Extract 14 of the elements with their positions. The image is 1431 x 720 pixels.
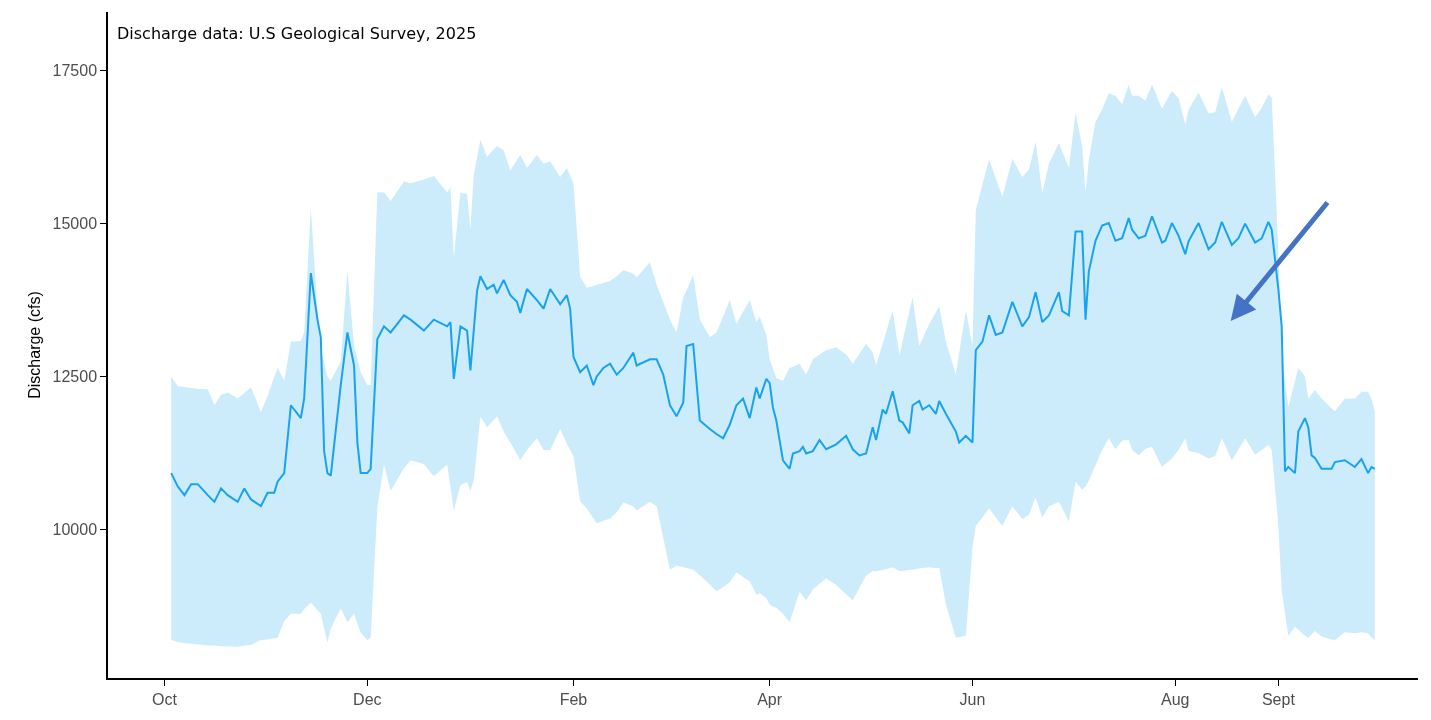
y-tick-label: 15000 bbox=[52, 215, 98, 233]
y-tick-label: 17500 bbox=[52, 62, 98, 80]
y-tick-label: 10000 bbox=[52, 520, 98, 538]
x-tick-label: Feb bbox=[559, 690, 588, 708]
x-tick-label: Sept bbox=[1261, 690, 1296, 708]
y-tick-label: 12500 bbox=[52, 368, 98, 386]
x-tick-label: Aug bbox=[1161, 690, 1190, 708]
x-tick-label: Oct bbox=[152, 690, 178, 708]
x-tick-label: Apr bbox=[757, 690, 783, 708]
annotation: Discharge data: U.S Geological Survey, 2025 bbox=[117, 24, 477, 43]
y-axis-title: Discharge (cfs) bbox=[25, 291, 43, 399]
x-tick-label: Dec bbox=[353, 690, 382, 708]
line-series bbox=[170, 215, 1376, 508]
x-tick-label: Jun bbox=[959, 690, 986, 708]
